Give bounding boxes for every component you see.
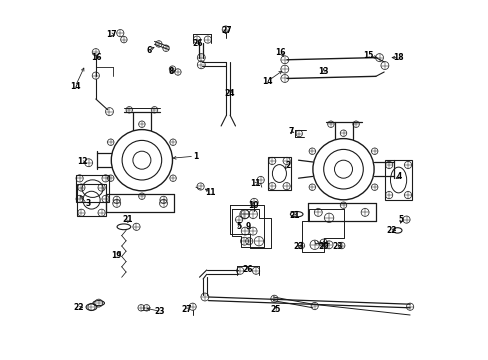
Text: 8: 8: [168, 68, 173, 77]
Text: 2: 2: [285, 161, 290, 170]
Text: 5: 5: [398, 215, 403, 224]
Text: 21: 21: [289, 211, 300, 220]
Text: 23: 23: [332, 242, 343, 251]
Text: 10: 10: [248, 201, 258, 210]
Bar: [267, 157, 290, 190]
Text: 26: 26: [192, 39, 203, 48]
Text: 25: 25: [269, 305, 280, 314]
Text: 12: 12: [77, 157, 87, 166]
Text: 16: 16: [275, 48, 285, 57]
Text: 5: 5: [236, 222, 241, 231]
Bar: [384, 160, 411, 200]
Text: 17: 17: [106, 30, 116, 39]
Text: 3: 3: [85, 199, 90, 208]
Text: 23: 23: [293, 242, 303, 251]
Text: 15: 15: [363, 51, 373, 60]
Text: 27: 27: [181, 305, 192, 314]
Text: 23: 23: [154, 307, 165, 316]
Bar: [76, 175, 108, 202]
Text: 9: 9: [245, 222, 250, 231]
Text: 4: 4: [396, 172, 401, 181]
Text: 14: 14: [70, 82, 81, 91]
Text: 1: 1: [193, 152, 198, 161]
Bar: [77, 184, 106, 216]
Text: 27: 27: [221, 26, 231, 35]
Text: 11: 11: [204, 188, 215, 197]
Text: 14: 14: [262, 77, 273, 85]
Text: 22: 22: [386, 226, 397, 235]
Text: 6: 6: [146, 46, 151, 55]
Text: 24: 24: [224, 89, 235, 98]
Text: 11: 11: [249, 179, 260, 188]
Text: 18: 18: [392, 53, 403, 62]
Text: 26: 26: [243, 266, 253, 274]
Text: 20: 20: [318, 242, 328, 251]
Text: 7: 7: [288, 127, 293, 136]
Text: 16: 16: [91, 53, 102, 62]
Text: 22: 22: [74, 303, 84, 312]
Text: 19: 19: [111, 251, 122, 260]
Text: 13: 13: [318, 68, 328, 77]
Text: 21: 21: [122, 215, 132, 224]
